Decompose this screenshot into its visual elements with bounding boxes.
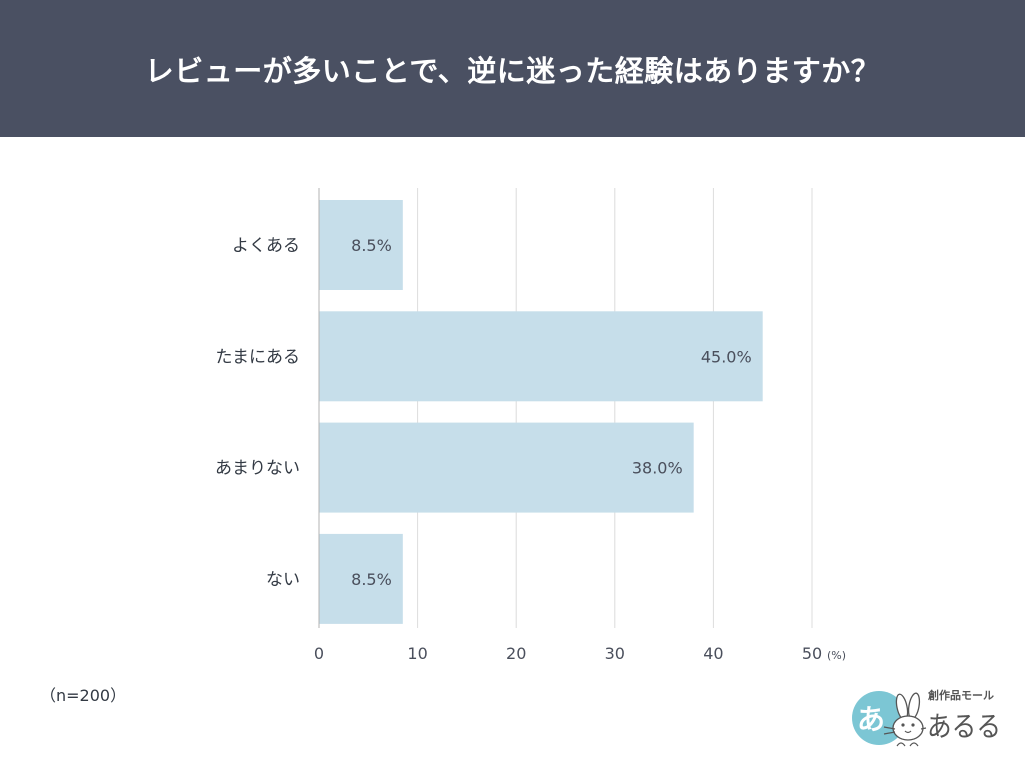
data-label: 8.5%	[351, 570, 392, 589]
data-label: 38.0%	[632, 459, 683, 478]
bar-1	[319, 200, 403, 290]
bar-4	[319, 533, 403, 624]
logo-wordmark: あるる	[927, 710, 1001, 743]
data-labels: 8.5% 45.0% 38.0% 8.5%	[351, 236, 752, 589]
x-tick-label: 30	[605, 644, 625, 663]
x-tick-label: 10	[407, 644, 427, 663]
category-label: たまにある	[216, 347, 301, 367]
bar-3	[319, 422, 694, 513]
category-label: あまりない	[215, 459, 300, 479]
logo-tagline: 創作品モール	[927, 688, 994, 702]
gridlines	[417, 188, 813, 628]
x-tick-label: 0	[314, 644, 324, 663]
logo: あ 創作品モール あるる	[852, 688, 1001, 747]
x-axis-unit-label: (%)	[827, 649, 846, 662]
chart-title: レビューが多いことで、逆に迷った経験はありますか？	[144, 53, 881, 88]
title-banner: レビューが多いことで、逆に迷った経験はありますか？	[0, 0, 1025, 137]
rabbit-icon	[883, 692, 927, 747]
data-label: 8.5%	[351, 236, 392, 255]
data-label: 45.0%	[701, 347, 752, 366]
x-tick-label: 50	[802, 644, 822, 663]
bar-2	[319, 311, 763, 402]
logo-badge-char: あ	[857, 703, 885, 736]
sample-size-note: （n=200）	[40, 686, 126, 705]
x-axis-tick-labels: 0 10 20 30 40 50	[314, 644, 822, 663]
category-label: ない	[266, 570, 300, 590]
bars	[319, 200, 763, 624]
category-label: よくある	[232, 236, 300, 256]
x-tick-label: 40	[703, 644, 723, 663]
x-tick-label: 20	[506, 644, 526, 663]
logo-badge	[852, 691, 906, 745]
